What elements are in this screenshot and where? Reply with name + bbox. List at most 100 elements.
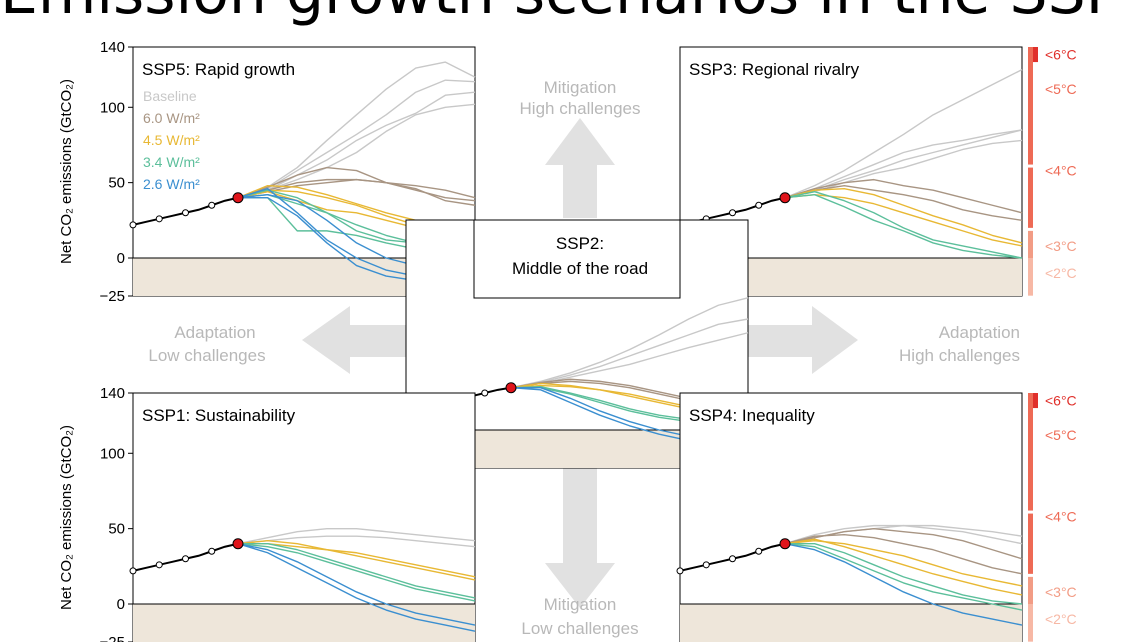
temperature-bar xyxy=(1033,393,1038,409)
series-line-45wm xyxy=(238,543,476,578)
series-line-26wm xyxy=(237,543,476,632)
y-tick-label: 0 xyxy=(117,596,125,613)
y-axis-label: Net CO₂ emissions (GtCO₂) xyxy=(58,79,75,264)
historical-point xyxy=(182,209,189,217)
y-tick-label: 50 xyxy=(108,175,125,192)
historical-point xyxy=(676,567,684,575)
temperature-label: <4°C xyxy=(1045,163,1077,179)
negative-emissions-band xyxy=(133,604,475,642)
series-line-baseline xyxy=(784,524,1023,545)
legend-entry-3: 3.4 W/m² xyxy=(143,154,200,170)
series-line-34wm xyxy=(238,543,476,599)
series-line-baseline xyxy=(510,318,749,389)
temperature-bar xyxy=(1028,513,1033,574)
series-line-34wm xyxy=(237,543,476,602)
temperature-label: <3°C xyxy=(1045,238,1077,254)
mitigation-low-sublabel: Low challenges xyxy=(521,619,638,638)
series-line-60wm xyxy=(237,178,476,206)
historical-point xyxy=(755,547,763,555)
historical-point xyxy=(729,209,736,217)
y-tick-label: 100 xyxy=(100,445,125,462)
temperature-bar xyxy=(1028,230,1033,258)
series-line-34wm xyxy=(784,193,1023,259)
historical-point xyxy=(208,201,216,209)
mitigation-down-arrow xyxy=(545,468,615,608)
series-line-baseline xyxy=(237,91,476,199)
series-line-26wm xyxy=(784,543,1023,626)
panel-title: SSP3: Regional rivalry xyxy=(689,60,860,79)
series-line-60wm xyxy=(784,178,1023,214)
historical-point xyxy=(155,215,163,223)
panel-4: SSP1: Sustainability 140 100 50 0 −25 Net CO₂ … xyxy=(58,385,476,642)
series-line-45wm xyxy=(784,538,1023,596)
series-line-34wm xyxy=(784,190,1023,259)
adaptation-left-arrow xyxy=(302,306,406,374)
temperature-bar xyxy=(1028,604,1033,642)
ssp2-label-box xyxy=(473,219,681,299)
series-line-34wm xyxy=(784,543,1023,611)
temperature-label: <2°C xyxy=(1045,265,1077,281)
y-tick-label: 0 xyxy=(117,250,125,267)
legend-entry-1: 6.0 W/m² xyxy=(143,110,200,126)
temperature-bar xyxy=(1028,393,1033,511)
temperature-bar xyxy=(1028,47,1033,165)
y-axis-label: Net CO₂ emissions (GtCO₂) xyxy=(58,425,75,610)
temperature-label: <5°C xyxy=(1045,81,1077,97)
mitigation-up-arrow xyxy=(545,118,615,218)
series-line-45wm xyxy=(784,187,1023,244)
y-tick-label: 140 xyxy=(100,39,125,56)
series-line-60wm xyxy=(784,184,1023,222)
mitigation-high-sublabel: High challenges xyxy=(520,99,641,118)
y-tick-label: 100 xyxy=(100,99,125,116)
temperature-label: <3°C xyxy=(1045,584,1077,600)
series-line-45wm xyxy=(784,193,1023,247)
adaptation-low-label: Adaptation xyxy=(174,323,255,342)
temperature-bar xyxy=(1028,167,1033,228)
panel-subtitle: Middle of the road xyxy=(512,259,648,278)
panel-5: SSP4: Inequality <6°C <5°C <4°C <3°C <2°C xyxy=(676,392,1077,642)
y-tick-label: 140 xyxy=(100,385,125,402)
y-tick-label: −25 xyxy=(100,634,125,642)
present-marker xyxy=(779,538,791,550)
series-line-60wm xyxy=(784,533,1023,575)
temperature-label: <6°C xyxy=(1045,393,1077,409)
temperature-bar xyxy=(1028,576,1033,604)
present-marker xyxy=(779,192,791,204)
series-line-baseline xyxy=(784,129,1023,199)
temperature-bar xyxy=(1028,258,1033,296)
temperature-label: <6°C xyxy=(1045,47,1077,63)
legend-entry-2: 4.5 W/m² xyxy=(143,132,200,148)
present-marker xyxy=(232,538,244,550)
series-line-45wm xyxy=(237,540,476,581)
historical-point xyxy=(208,547,216,555)
present-marker xyxy=(505,382,517,394)
historical-point xyxy=(129,221,137,229)
mitigation-low-label: Mitigation xyxy=(544,595,617,614)
temperature-label: <2°C xyxy=(1045,611,1077,627)
panel-frame xyxy=(679,392,1023,642)
y-tick-label: −25 xyxy=(100,288,125,305)
historical-point xyxy=(729,555,736,563)
negative-emissions-band xyxy=(680,604,1022,642)
series-line-baseline xyxy=(237,527,476,545)
series-line-baseline xyxy=(784,68,1023,199)
adaptation-low-sublabel: Low challenges xyxy=(148,346,265,365)
panel-title: SSP2: xyxy=(556,234,604,253)
historical-point xyxy=(702,561,710,569)
panel-title: SSP4: Inequality xyxy=(689,406,815,425)
adaptation-right-arrow xyxy=(748,306,858,374)
series-line-26wm xyxy=(237,543,476,626)
historical-point xyxy=(182,555,189,563)
page-title: Emission growth scenarios in the SSP spa… xyxy=(0,0,1136,28)
series-line-baseline xyxy=(237,535,476,548)
legend-entry-4: 2.6 W/m² xyxy=(143,176,200,192)
y-tick-label: 50 xyxy=(108,521,125,538)
panel-2: SSP3: Regional rivalry <6°C <5°C <4°C <3°C <2… xyxy=(676,46,1077,297)
historical-point xyxy=(755,201,763,209)
series-line-34wm xyxy=(785,543,1023,605)
series-line-baseline xyxy=(510,297,749,389)
adaptation-high-label: Adaptation xyxy=(939,323,1020,342)
adaptation-high-sublabel: High challenges xyxy=(899,346,1020,365)
present-marker xyxy=(232,192,244,204)
